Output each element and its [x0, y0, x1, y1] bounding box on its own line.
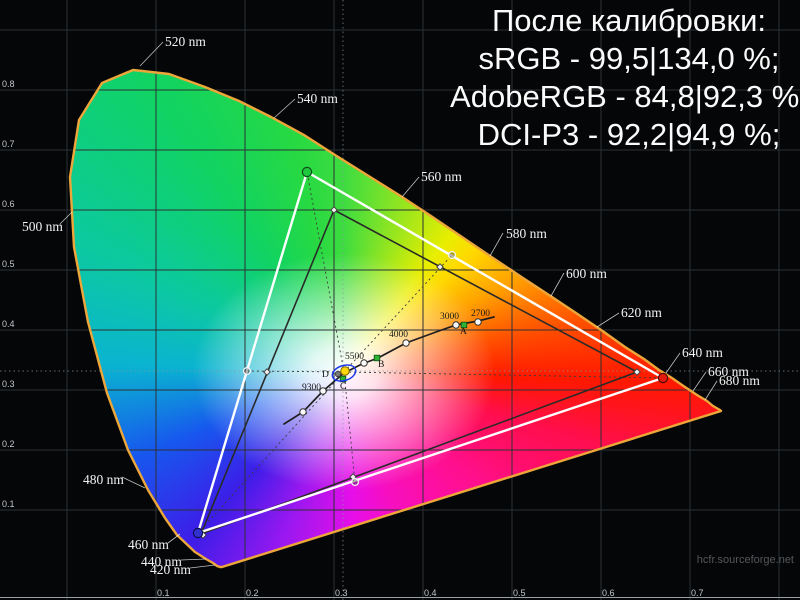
y-tick-label: 0.1 [2, 499, 15, 509]
temperature-label: 4000 [389, 330, 408, 340]
temperature-label: 9300 [302, 383, 321, 393]
temperature-label: 3000 [440, 312, 459, 322]
wavelength-label: 460 nm [128, 537, 169, 552]
x-tick-label: 0.7 [691, 588, 704, 598]
dcip3-coverage: DCI-P3 - 92,2|94,9 %; [477, 117, 781, 152]
y-tick-label: 0.3 [2, 379, 15, 389]
white-point-cluster [331, 364, 357, 382]
wavelength-label: 420 nm [150, 562, 191, 577]
blue-primary-marker [192, 527, 204, 539]
wavelength-label: 620 nm [621, 305, 662, 320]
wavelength-label: 560 nm [421, 169, 462, 184]
bottom-border [0, 597, 800, 598]
illuminant-label-c: C [340, 382, 346, 392]
x-axis-ticks: 0.1 0.2 0.3 0.4 0.5 0.6 0.7 [157, 588, 704, 598]
wavelength-label: 520 nm [165, 34, 206, 49]
illuminant-label-d: D [322, 370, 329, 380]
green-primary-marker [301, 166, 313, 178]
illuminant-label-a: A [460, 327, 467, 337]
y-tick-label: 0.5 [2, 259, 15, 269]
measured-gamut-triangle [196, 170, 665, 535]
illuminant-labels: A B C D [322, 327, 467, 392]
srgb-coverage: sRGB - 99,5|134,0 %; [478, 41, 780, 76]
wavelength-label: 500 nm [22, 219, 63, 234]
measured-primary-markers [192, 166, 669, 539]
y-tick-label: 0.4 [2, 319, 15, 329]
temperature-labels: 9300 5500 4000 3000 2700 [302, 309, 490, 393]
spectral-locus-outline [68, 68, 723, 569]
x-tick-label: 0.6 [602, 588, 615, 598]
gray-reference-marker [334, 370, 342, 378]
y-tick-label: 0.8 [2, 79, 15, 89]
calibration-results-text: После калибровки: sRGB - 99,5|134,0 %; A… [440, 2, 800, 154]
wavelength-label: 640 nm [682, 345, 723, 360]
illuminant-markers [339, 321, 468, 383]
x-tick-label: 0.3 [335, 588, 348, 598]
wavelength-label: 660 nm [708, 364, 749, 379]
x-tick-label: 0.1 [157, 588, 170, 598]
watermark: hcfr.sourceforge.net [696, 554, 794, 566]
temperature-label: 5500 [345, 352, 364, 362]
tolerance-ellipse [331, 364, 357, 382]
white-point-marker [340, 366, 350, 376]
x-tick-label: 0.2 [246, 588, 259, 598]
results-title: После калибровки: [491, 3, 767, 38]
illuminant-label-b: B [378, 360, 384, 370]
wavelength-labels: 520 nm 540 nm 560 nm 580 nm 600 nm 620 n… [22, 34, 760, 577]
wavelength-label: 680 nm [719, 373, 760, 388]
temperature-label: 2700 [471, 309, 490, 319]
red-primary-marker [657, 372, 669, 384]
wavelength-label: 480 nm [83, 472, 124, 487]
x-tick-label: 0.5 [513, 588, 526, 598]
wavelength-label: 540 nm [297, 91, 338, 106]
wavelength-label: 580 nm [506, 226, 547, 241]
y-tick-label: 0.6 [2, 199, 15, 209]
adobergb-coverage: AdobeRGB - 84,8|92,3 %; [450, 79, 800, 114]
y-axis-ticks: 0.8 0.7 0.6 0.5 0.4 0.3 0.2 0.1 [2, 79, 15, 509]
temperature-markers [299, 318, 482, 416]
x-tick-label: 0.4 [424, 588, 437, 598]
y-tick-label: 0.2 [2, 439, 15, 449]
y-tick-label: 0.7 [2, 139, 15, 149]
measured-secondary-markers [242, 250, 457, 487]
wavelength-label: 600 nm [566, 266, 607, 281]
wavelength-leaders [59, 41, 718, 569]
wavelength-label: 440 nm [141, 554, 182, 569]
white-point-connectors [197, 171, 664, 534]
